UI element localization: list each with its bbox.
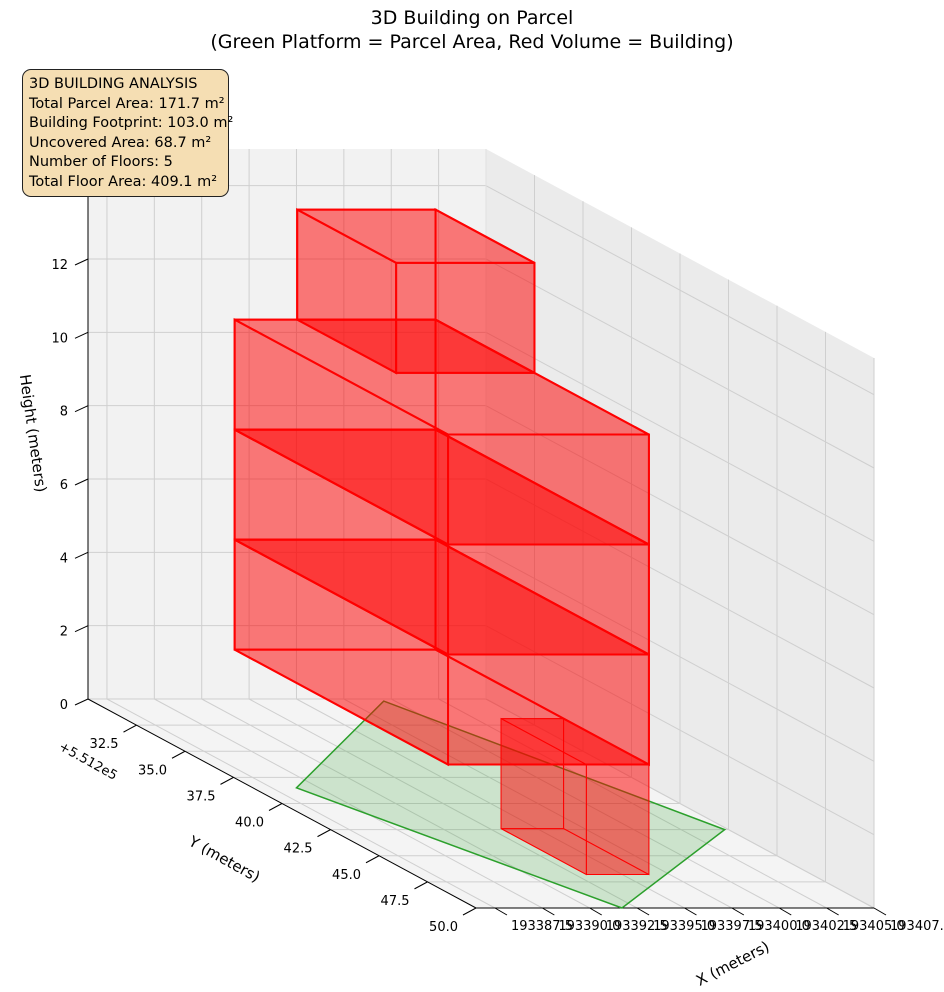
- grid-z-right-wall: [485, 478, 875, 689]
- floor-2: [233, 537, 650, 767]
- y-tick: [414, 881, 428, 890]
- z-tick: [74, 698, 89, 706]
- y-tick-label: 40.0: [235, 816, 264, 831]
- y-tick: [317, 829, 331, 838]
- x-tick-label: 193400.0: [748, 919, 810, 934]
- z-tick-label: 0: [60, 698, 68, 713]
- x-tick-label: 193392.5: [606, 919, 668, 934]
- floor-face-front: [395, 261, 536, 374]
- floor-1: [500, 717, 650, 876]
- grid-z-right-wall: [485, 625, 875, 836]
- x-tick-label: 193390.0: [558, 919, 620, 934]
- y-tick-label: 35.0: [138, 763, 167, 778]
- y-tick-label: 42.5: [284, 842, 313, 857]
- grid-z-right-wall: [485, 185, 875, 396]
- floor-3: [233, 427, 650, 657]
- chart-title: 3D Building on Parcel: [370, 7, 574, 29]
- info-total-parcel-area: Total Parcel Area: 171.7 m²: [29, 95, 225, 112]
- z-tick-label: 10: [51, 331, 68, 346]
- x-tick: [542, 907, 555, 916]
- info-number-of-floors: Number of Floors: 5: [29, 154, 173, 171]
- y-tick: [365, 855, 380, 864]
- info-box-heading: 3D BUILDING ANALYSIS: [29, 76, 198, 92]
- grid-z-right-wall: [485, 551, 875, 762]
- x-axis-title: X (meters): [693, 937, 772, 989]
- y-tick-label: 47.5: [381, 894, 410, 909]
- z-tick: [74, 625, 89, 633]
- x-tick: [731, 907, 745, 916]
- z-tick-label: 12: [51, 258, 68, 273]
- floor-face-front: [447, 543, 650, 656]
- pane-back-left: [88, 149, 486, 699]
- floor-face-top: [296, 208, 535, 264]
- y-axis-title: Y (meters): [185, 832, 263, 886]
- z-tick: [74, 258, 89, 266]
- info-uncovered-area: Uncovered Area: 68.7 m²: [29, 134, 212, 151]
- z-tick: [74, 478, 89, 486]
- y-tick-label: 32.5: [90, 737, 119, 752]
- x-tick-label: 193387.5: [511, 919, 573, 934]
- x-tick: [873, 907, 887, 916]
- x-tick: [589, 907, 602, 916]
- x-tick: [494, 907, 508, 916]
- z-tick-label: 2: [60, 625, 68, 640]
- x-tick-label: 193405.0: [843, 919, 905, 934]
- parcel-platform: [295, 700, 727, 909]
- z-tick: [74, 405, 89, 413]
- z-axis-title: Height (meters): [16, 373, 50, 493]
- x-tick: [778, 907, 792, 916]
- floor-face-front: [585, 764, 650, 876]
- y-tick: [220, 776, 234, 785]
- x-tick: [826, 907, 839, 916]
- z-tick-label: 6: [60, 478, 68, 493]
- x-tick-label: 193397.5: [700, 919, 762, 934]
- floor-5: [296, 207, 536, 375]
- tick-labels: 193387.5193390.0193392.5193395.0193397.5…: [51, 185, 944, 935]
- x-tick-label: 193402.5: [795, 919, 857, 934]
- parcel-group: [295, 700, 727, 909]
- info-building-footprint: Building Footprint: 103.0 m²: [29, 115, 234, 132]
- y-tick-label: 50.0: [429, 920, 458, 935]
- y-tick: [462, 907, 477, 916]
- z-tick: [74, 331, 89, 339]
- z-tick-label: 8: [60, 405, 68, 420]
- x-tick: [636, 907, 650, 916]
- grid-z-right-wall: [485, 331, 875, 542]
- x-tick-label: 193407.5: [890, 919, 944, 934]
- z-tick-label: 4: [60, 551, 68, 566]
- floor-face-front: [447, 433, 650, 546]
- info-total-floor-area: Total Floor Area: 409.1 m²: [29, 173, 218, 190]
- grid-z-right-wall: [485, 405, 875, 616]
- y-tick-label: 45.0: [332, 868, 361, 883]
- y-tick: [123, 724, 137, 733]
- y-tick-label: 37.5: [187, 789, 216, 804]
- x-tick-label: 193395.0: [653, 919, 715, 934]
- chart-subtitle: (Green Platform = Parcel Area, Red Volum…: [210, 31, 734, 53]
- tick-marks: [74, 185, 887, 916]
- y-tick: [171, 750, 186, 759]
- grid-z-right-wall: [485, 698, 875, 909]
- z-tick: [74, 551, 89, 559]
- gridlines: [88, 149, 875, 909]
- building-group: [233, 207, 650, 876]
- floor-4: [233, 317, 650, 547]
- floor-face-front: [447, 653, 650, 766]
- analysis-info-box: 3D BUILDING ANALYSIS Total Parcel Area: …: [22, 69, 234, 197]
- grid-z-right-wall: [485, 258, 875, 469]
- x-tick: [684, 907, 697, 916]
- y-tick: [268, 803, 283, 811]
